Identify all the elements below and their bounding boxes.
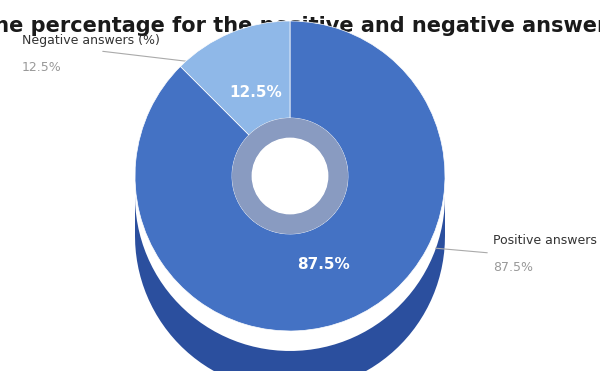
Circle shape bbox=[253, 138, 328, 214]
Text: Positive answers (%): Positive answers (%) bbox=[493, 234, 600, 247]
Text: 12.5%: 12.5% bbox=[22, 61, 62, 74]
Text: 87.5%: 87.5% bbox=[297, 257, 350, 272]
Polygon shape bbox=[135, 196, 445, 371]
Wedge shape bbox=[181, 21, 290, 135]
Text: 87.5%: 87.5% bbox=[493, 261, 533, 274]
Polygon shape bbox=[232, 196, 348, 294]
Text: Negative answers (%): Negative answers (%) bbox=[22, 34, 160, 47]
Text: The percentage for the positive and negative answers: The percentage for the positive and nega… bbox=[0, 16, 600, 36]
Wedge shape bbox=[232, 118, 348, 234]
Wedge shape bbox=[135, 21, 445, 331]
Text: 12.5%: 12.5% bbox=[229, 85, 282, 100]
